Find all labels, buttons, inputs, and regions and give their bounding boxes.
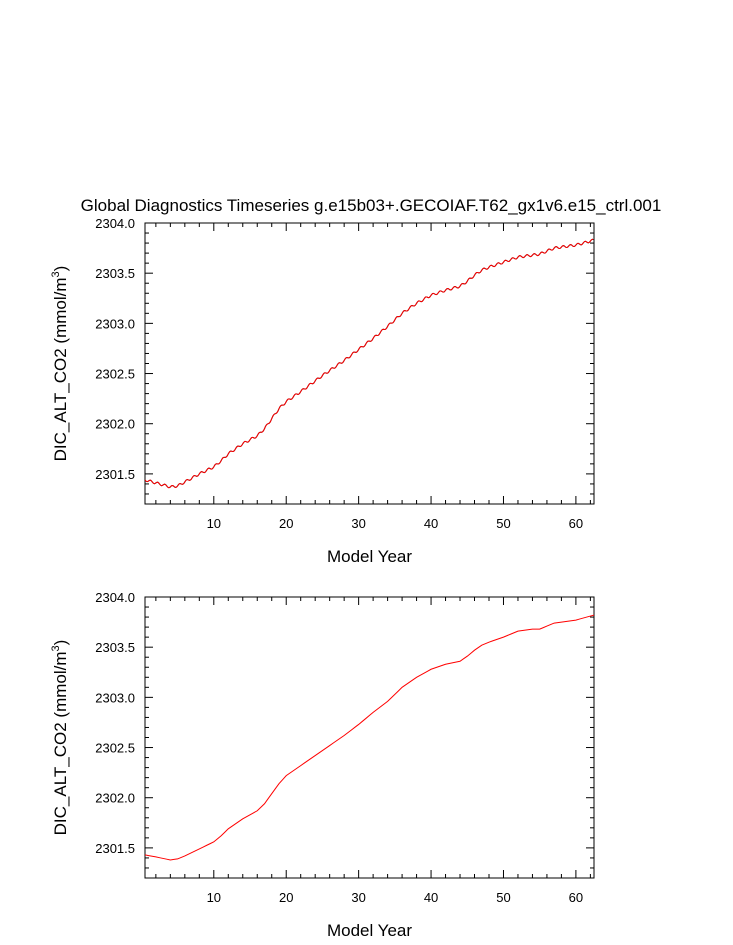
y-tick-label: 2303.0 xyxy=(95,690,135,705)
y-tick-label: 2303.5 xyxy=(95,640,135,655)
panel-bottom: 10 20 30 40 50 60 2301.5 2302.0 2302.5 2303.0 2303… xyxy=(50,590,595,940)
x-axis-label: Model Year xyxy=(327,921,412,940)
y-tick-label: 2304.0 xyxy=(95,590,135,605)
x-tick-label: 60 xyxy=(569,516,583,531)
x-axis-label: Model Year xyxy=(327,547,412,566)
plot-frame xyxy=(144,596,595,879)
x-tick-label: 20 xyxy=(279,516,293,531)
plot-frame xyxy=(144,222,595,505)
y-axis-label: DIC_ALT_CO2 (mmol/m3) xyxy=(50,266,70,462)
series-line-1 xyxy=(145,238,594,489)
y-tick-label: 2304.0 xyxy=(95,216,135,231)
panel-top: 10 20 30 40 50 60 2301.5 2302.0 2302.5 2303.0 2303… xyxy=(50,216,595,566)
y-tick-label: 2303.0 xyxy=(95,316,135,331)
y-axis-label: DIC_ALT_CO2 (mmol/m3) xyxy=(50,640,70,836)
y-tick-label: 2301.5 xyxy=(95,467,135,482)
y-tick-label: 2303.5 xyxy=(95,266,135,281)
x-tick-label: 20 xyxy=(279,890,293,905)
series-line-0 xyxy=(145,238,594,489)
x-tick-label: 50 xyxy=(496,890,510,905)
y-tick-label: 2302.5 xyxy=(95,741,135,756)
y-tick-label: 2301.5 xyxy=(95,841,135,856)
x-tick-label: 30 xyxy=(351,516,365,531)
chart-title: Global Diagnostics Timeseries g.e15b03+.… xyxy=(81,196,662,215)
y-tick-label: 2302.0 xyxy=(95,791,135,806)
x-tick-label: 10 xyxy=(207,516,221,531)
x-tick-label: 10 xyxy=(207,890,221,905)
y-tick-label: 2302.0 xyxy=(95,417,135,432)
x-tick-label: 60 xyxy=(569,890,583,905)
y-tick-label: 2302.5 xyxy=(95,367,135,382)
x-tick-label: 30 xyxy=(351,890,365,905)
x-tick-label: 50 xyxy=(496,516,510,531)
x-tick-label: 40 xyxy=(424,890,438,905)
x-tick-label: 40 xyxy=(424,516,438,531)
series-line-0 xyxy=(145,614,594,861)
